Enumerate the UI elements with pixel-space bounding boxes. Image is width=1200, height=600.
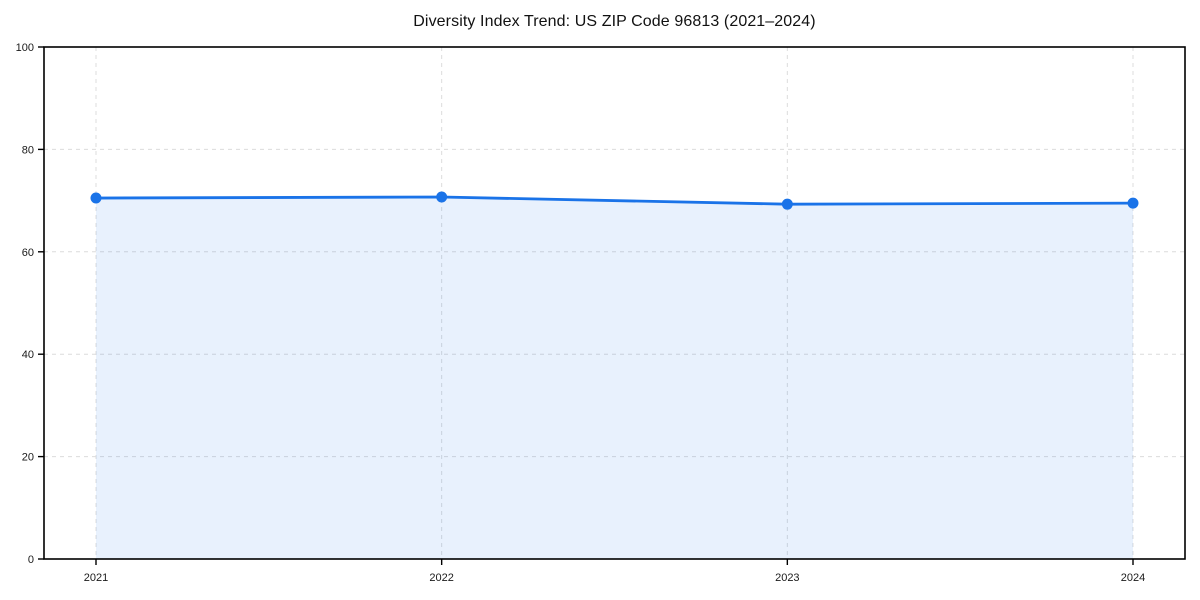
x-tick-label: 2021 <box>84 572 108 584</box>
y-tick-label: 100 <box>16 42 34 54</box>
x-tick-label: 2024 <box>1121 572 1145 584</box>
area-fill <box>96 197 1133 560</box>
y-tick-label: 60 <box>22 247 34 259</box>
chart-title: Diversity Index Trend: US ZIP Code 96813… <box>413 13 816 30</box>
plot-border <box>43 46 1186 560</box>
y-tick-label: 20 <box>22 452 34 464</box>
y-tick-label: 0 <box>28 554 34 566</box>
y-tick-label: 40 <box>22 349 34 361</box>
data-point <box>436 191 448 203</box>
x-tick-label: 2022 <box>429 572 453 584</box>
y-tick-label: 80 <box>22 144 34 156</box>
x-tick-label: 2023 <box>775 572 799 584</box>
data-point <box>1127 197 1139 209</box>
data-point <box>90 192 102 204</box>
data-point <box>781 198 793 210</box>
trend-line <box>94 195 1135 206</box>
